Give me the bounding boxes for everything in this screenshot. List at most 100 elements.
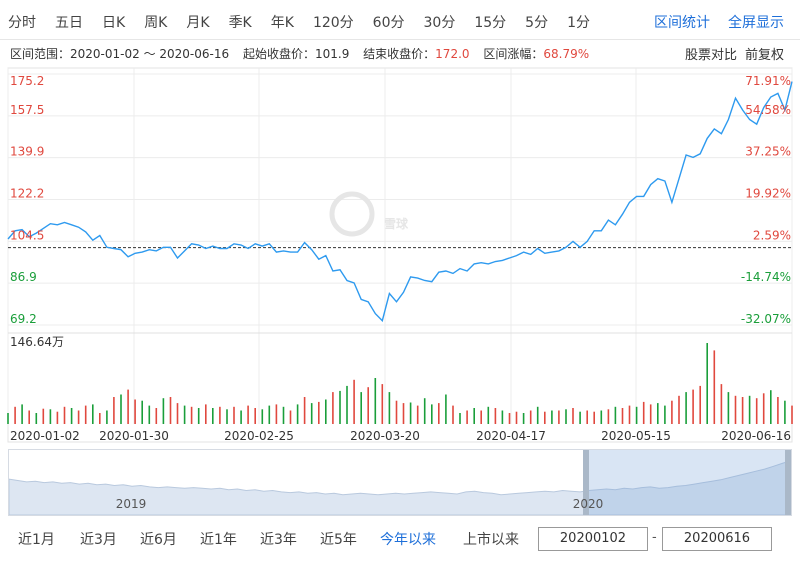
navigator-right-handle — [785, 450, 791, 515]
volume-bar — [558, 410, 560, 424]
period-tab-5[interactable]: 季K — [228, 15, 252, 31]
volume-bar — [431, 404, 433, 424]
period-tab-3[interactable]: 周K — [144, 15, 168, 31]
volume-bar — [226, 409, 228, 424]
volume-bar — [706, 343, 708, 424]
volume-bar — [487, 406, 490, 424]
period-tab-4[interactable]: 月K — [186, 15, 210, 31]
period-tab-10[interactable]: 15分 — [474, 15, 507, 31]
volume-bar — [21, 404, 23, 424]
volume-bar — [522, 413, 525, 424]
start-date-input[interactable]: 20200102 — [538, 527, 648, 551]
volume-bar — [657, 403, 659, 424]
volume-bar — [494, 408, 497, 424]
range-info: 区间范围：2020-01-02 ～ 2020-06-16 起始收盘价：101.9… — [10, 45, 599, 62]
volume-bar — [473, 408, 475, 424]
volume-bar — [501, 410, 504, 424]
volume-bar — [325, 399, 327, 424]
range-value: 2020-01-02 ～ 2020-06-16 — [70, 47, 230, 61]
range-tab-2[interactable]: 近6月 — [140, 532, 177, 548]
volume-bar — [720, 384, 723, 424]
period-tab-1[interactable]: 五日 — [55, 15, 83, 31]
range-tab-1[interactable]: 近3月 — [80, 532, 117, 548]
adjust-mode-button[interactable]: 前复权 — [744, 48, 784, 63]
volume-bar — [7, 413, 9, 424]
watermark-logo — [329, 191, 375, 237]
range-tab-3[interactable]: 近1年 — [200, 532, 237, 548]
x-tick-label: 2020-03-20 — [350, 429, 420, 443]
range-tab-4[interactable]: 近3年 — [260, 532, 297, 548]
period-tab-7[interactable]: 120分 — [312, 15, 354, 31]
volume-bar — [28, 410, 30, 424]
range-tab-6[interactable]: 今年以来 — [380, 532, 436, 548]
y-tick-right: 19.92% — [745, 187, 791, 201]
range-stats-button[interactable]: 区间统计 — [654, 15, 710, 31]
volume-bar — [318, 401, 320, 424]
volume-bar — [35, 413, 38, 424]
volume-bar — [699, 385, 701, 424]
volume-bar — [176, 403, 179, 424]
stock-compare-button[interactable]: 股票对比 — [684, 48, 737, 63]
range-tab-0[interactable]: 近1月 — [18, 532, 55, 548]
volume-bar — [169, 397, 172, 424]
volume-bar — [254, 408, 256, 424]
end-date-input[interactable]: 20200616 — [662, 527, 772, 551]
volume-bar — [275, 404, 278, 424]
volume-bar — [544, 411, 546, 424]
volume-bar — [134, 399, 136, 424]
volume-bar — [762, 393, 765, 424]
range-selector-bar: 近1月 近3月 近6月 近1年 近3年 近5年 今年以来 上市以来 20200102 - 20… — [0, 518, 800, 565]
fullscreen-button[interactable]: 全屏显示 — [728, 15, 784, 31]
range-tab-5[interactable]: 近5年 — [320, 532, 357, 548]
volume-bar — [113, 397, 115, 424]
volume-bar — [205, 404, 207, 424]
range-change-label: 区间涨幅： — [483, 47, 544, 61]
price-series-line — [7, 81, 793, 323]
start-close-value: 101.9 — [314, 47, 350, 61]
period-tab-6[interactable]: 年K — [270, 15, 294, 31]
end-close-value: 172.0 — [435, 47, 470, 61]
volume-bar — [360, 392, 362, 424]
price-chart[interactable]: 雪球 175.2 157.5 139.9 122.2 104.5 86.9 69.2 71.91… — [0, 62, 800, 448]
volume-bar — [515, 411, 518, 424]
navigator-selection — [586, 450, 791, 515]
volume-bar — [42, 408, 45, 424]
end-close-label: 结束收盘价： — [363, 47, 436, 61]
volume-bar — [423, 398, 426, 424]
range-tab-7[interactable]: 上市以来 — [463, 532, 519, 548]
x-tick-label: 2020-01-30 — [99, 429, 169, 443]
volume-bar — [416, 405, 419, 424]
start-close-label: 起始收盘价： — [242, 47, 315, 61]
volume-bar — [727, 392, 730, 424]
top-actions: 区间统计 全屏显示 — [654, 12, 784, 32]
range-change-value: 68.79% — [543, 47, 590, 61]
volume-bar — [438, 403, 440, 424]
volume-bar — [339, 390, 341, 424]
volume-bar — [685, 392, 687, 424]
volume-max-label: 146.64万 — [10, 335, 64, 349]
volume-bar — [395, 400, 398, 424]
volume-bar — [296, 404, 299, 424]
x-tick-label: 2020-01-02 — [10, 429, 80, 443]
period-tab-0[interactable]: 分时 — [8, 15, 36, 31]
y-tick-right: 2.59% — [753, 228, 791, 242]
period-tab-9[interactable]: 30分 — [423, 15, 456, 31]
range-label: 区间范围： — [10, 47, 71, 61]
volume-bar — [649, 404, 652, 424]
x-tick-label: 2020-05-15 — [601, 429, 671, 443]
y-tick-left: 139.9 — [10, 145, 44, 159]
range-navigator[interactable]: 2019 2020 — [8, 449, 792, 516]
volume-bar — [162, 398, 165, 424]
volume-bar — [233, 406, 235, 424]
volume-bar — [261, 409, 264, 424]
period-tab-8[interactable]: 60分 — [372, 15, 405, 31]
period-tab-11[interactable]: 5分 — [525, 15, 549, 31]
period-tab-12[interactable]: 1分 — [567, 15, 590, 31]
volume-bar — [310, 403, 313, 424]
volume-bar — [106, 410, 108, 424]
volume-bar — [120, 394, 122, 424]
period-tab-2[interactable]: 日K — [102, 15, 126, 31]
volume-bar — [289, 410, 292, 424]
volume-bar — [141, 400, 143, 424]
y-tick-left: 86.9 — [10, 270, 37, 284]
